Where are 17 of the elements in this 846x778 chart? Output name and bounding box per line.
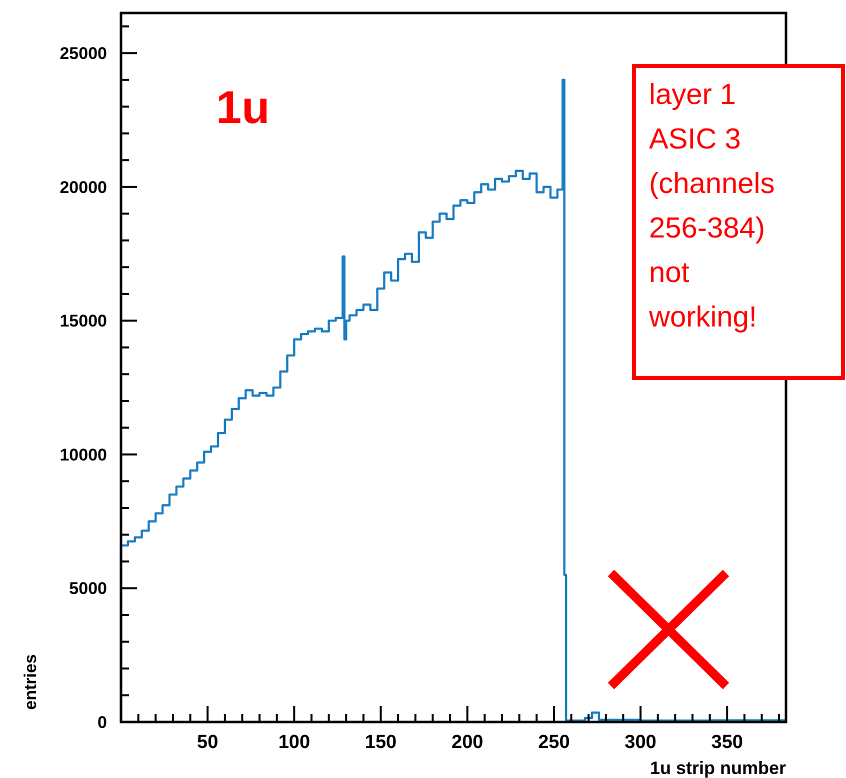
y-tick-label: 10000 — [60, 445, 107, 464]
x-tick-label: 150 — [364, 732, 397, 753]
x-tick-label: 50 — [197, 732, 218, 753]
y-tick-label: 20000 — [60, 178, 107, 197]
y-tick-label: 0 — [98, 713, 107, 732]
x-tick-label: 250 — [538, 732, 570, 753]
y-tick-label: 25000 — [60, 44, 107, 64]
x-axis-title: 1u strip number — [650, 758, 786, 778]
x-tick-label: 350 — [711, 732, 743, 753]
y-axis-title: entries — [21, 654, 40, 710]
annotation: 1u — [216, 81, 270, 133]
y-tick-label: 15000 — [60, 312, 107, 331]
x-tick-label: 300 — [624, 732, 656, 753]
x-tick-label: 200 — [452, 732, 484, 753]
y-tick-label: 5000 — [69, 579, 107, 598]
x-tick-label: 100 — [278, 732, 310, 753]
annotation: layer 1 ASIC 3 (channels 256-384) not working! — [648, 79, 775, 334]
